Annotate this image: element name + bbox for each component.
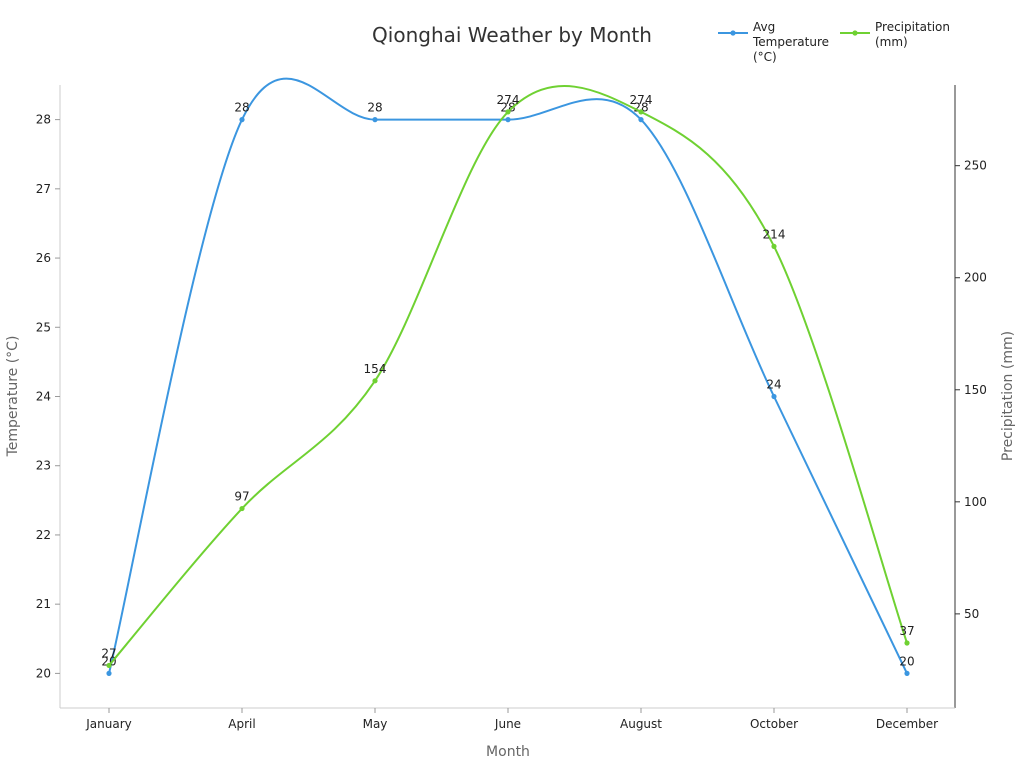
data-point (106, 662, 112, 669)
right-axis-title: Precipitation (mm) (1000, 331, 1016, 461)
data-point (106, 670, 112, 676)
right-tick-label: 100 (964, 495, 987, 509)
data-point (239, 505, 245, 512)
data-label: 28 (633, 101, 648, 115)
data-label: 27 (101, 646, 116, 660)
data-point (239, 117, 245, 123)
data-point (771, 243, 777, 249)
left-tick-label: 26 (36, 251, 51, 265)
axes (59, 85, 956, 709)
data-point (771, 393, 777, 400)
data-label: 28 (500, 101, 515, 115)
chart-title: Qionghai Weather by Month (372, 23, 652, 47)
left-tick-label: 24 (36, 390, 51, 404)
left-tick-labels: 20 21 22 23 24 25 26 27 28 (36, 113, 60, 680)
series-precipitation: 27 97 154 274 274 214 37 (101, 85, 915, 669)
data-label: 37 (899, 624, 914, 638)
legend-swatch-point (730, 30, 736, 36)
x-tick-label: August (620, 717, 662, 731)
series-line (108, 77, 908, 674)
series-line (108, 85, 908, 667)
legend-label: Precipitation (875, 20, 950, 34)
x-tick-label: June (494, 717, 521, 731)
right-tick-label: 50 (964, 607, 979, 621)
data-point (505, 109, 511, 115)
data-label: 274 (630, 93, 653, 107)
data-point (638, 117, 644, 123)
legend-swatch-point (852, 30, 858, 36)
left-tick-label: 21 (36, 597, 51, 611)
x-tick-label: October (750, 717, 798, 731)
data-label: 28 (367, 101, 382, 115)
legend-label: (°C) (753, 50, 777, 64)
legend-label: (mm) (875, 35, 908, 49)
data-point (372, 378, 378, 384)
left-tick-label: 27 (36, 182, 51, 196)
x-axis-title: Month (486, 744, 530, 760)
data-label: 28 (234, 101, 249, 115)
legend-item-precipitation: Precipitation(mm) (840, 20, 950, 49)
data-label: 154 (364, 362, 387, 376)
right-tick-label: 150 (964, 383, 987, 397)
data-point (904, 640, 910, 646)
x-tick-label: May (363, 717, 388, 731)
x-tick-label: December (876, 717, 938, 731)
data-label: 97 (234, 490, 249, 504)
x-tick-label: April (228, 717, 255, 731)
left-tick-label: 22 (36, 528, 51, 542)
series-temperature: 20 28 28 28 28 24 20 (101, 77, 915, 676)
right-tick-labels: 50 100 150 200 250 (955, 159, 987, 621)
x-tick-labels: January April May June August October December (85, 708, 938, 731)
x-tick-label: January (85, 717, 132, 731)
right-tick-label: 200 (964, 271, 987, 285)
data-label: 214 (763, 227, 786, 241)
left-tick-label: 28 (36, 113, 51, 127)
data-point (505, 117, 511, 123)
data-label: 24 (766, 378, 781, 392)
left-axis-title: Temperature (°C) (5, 336, 21, 458)
data-label: 20 (101, 654, 116, 668)
left-tick-label: 20 (36, 666, 51, 680)
left-tick-label: 23 (36, 459, 51, 473)
left-tick-label: 25 (36, 320, 51, 334)
data-label: 274 (497, 93, 520, 107)
legend-label: Avg (753, 20, 775, 34)
data-point (372, 117, 378, 123)
legend-label: Temperature (752, 35, 829, 49)
right-tick-label: 250 (964, 159, 987, 173)
data-point (904, 670, 910, 676)
data-label: 20 (899, 654, 914, 668)
data-point (638, 109, 644, 115)
